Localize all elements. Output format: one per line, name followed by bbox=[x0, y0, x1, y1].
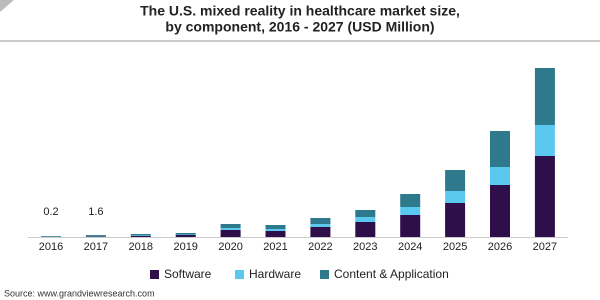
bar-segment bbox=[175, 235, 196, 237]
bar-segment bbox=[85, 235, 106, 237]
x-tick-label: 2017 bbox=[84, 241, 108, 253]
bar-segment bbox=[130, 234, 151, 236]
bar-segment bbox=[400, 215, 421, 237]
bar-segment bbox=[355, 222, 376, 237]
bar-segment bbox=[355, 210, 376, 217]
legend-swatch bbox=[235, 270, 244, 279]
bar-segment bbox=[490, 185, 510, 237]
chart-title: The U.S. mixed reality in healthcare mar… bbox=[140, 3, 460, 19]
bar-segment bbox=[400, 194, 421, 207]
bar-segment bbox=[310, 218, 331, 224]
bar-segment bbox=[220, 230, 241, 237]
bar-segment bbox=[445, 191, 466, 203]
data-label: 0.2 bbox=[43, 206, 58, 218]
source: Source: www.grandviewresearch.com bbox=[4, 288, 155, 298]
bar-segment bbox=[490, 131, 510, 167]
x-tick-label: 2022 bbox=[308, 241, 332, 253]
bar-segment bbox=[220, 228, 241, 230]
bar-segment bbox=[265, 229, 286, 231]
x-tick-label: 2024 bbox=[398, 241, 422, 253]
bar-segment bbox=[445, 203, 466, 237]
x-tick-label: 2027 bbox=[533, 241, 557, 253]
legend-label: Content & Application bbox=[334, 267, 449, 281]
bar-segment bbox=[220, 224, 241, 228]
bar-segment bbox=[355, 217, 376, 222]
bar-segment bbox=[310, 224, 331, 227]
chart-title: by component, 2016 - 2027 (USD Million) bbox=[165, 19, 434, 35]
bar-segment bbox=[534, 125, 555, 156]
bar-segment bbox=[445, 170, 466, 191]
bar-segment bbox=[41, 236, 61, 237]
x-tick-label: 2021 bbox=[263, 241, 287, 253]
x-tick-label: 2023 bbox=[353, 241, 377, 253]
x-tick-label: 2026 bbox=[488, 241, 512, 253]
bar-segment bbox=[534, 156, 555, 237]
data-label: 1.6 bbox=[88, 206, 103, 218]
bar-segment bbox=[400, 207, 421, 215]
bar-segment bbox=[490, 167, 510, 185]
x-tick-label: 2018 bbox=[129, 241, 153, 253]
legend-swatch bbox=[150, 270, 159, 279]
bar-segment bbox=[130, 235, 151, 236]
legend-label: Software bbox=[164, 267, 212, 281]
legend-swatch bbox=[320, 270, 329, 279]
bar-segment bbox=[175, 233, 196, 235]
bar-segment bbox=[85, 235, 106, 236]
legend-label: Hardware bbox=[249, 267, 301, 281]
bar-segment bbox=[265, 225, 286, 229]
bar-segment bbox=[130, 236, 151, 237]
x-tick-label: 2020 bbox=[218, 241, 242, 253]
x-tick-label: 2025 bbox=[443, 241, 467, 253]
x-tick-label: 2019 bbox=[173, 241, 197, 253]
corner-decoration bbox=[0, 0, 14, 12]
x-tick-label: 2016 bbox=[39, 241, 63, 253]
bar-segment bbox=[265, 231, 286, 237]
bar-segment bbox=[534, 68, 555, 125]
bar-segment bbox=[175, 234, 196, 235]
bar-segment bbox=[310, 227, 331, 237]
bar-segment bbox=[85, 236, 106, 237]
